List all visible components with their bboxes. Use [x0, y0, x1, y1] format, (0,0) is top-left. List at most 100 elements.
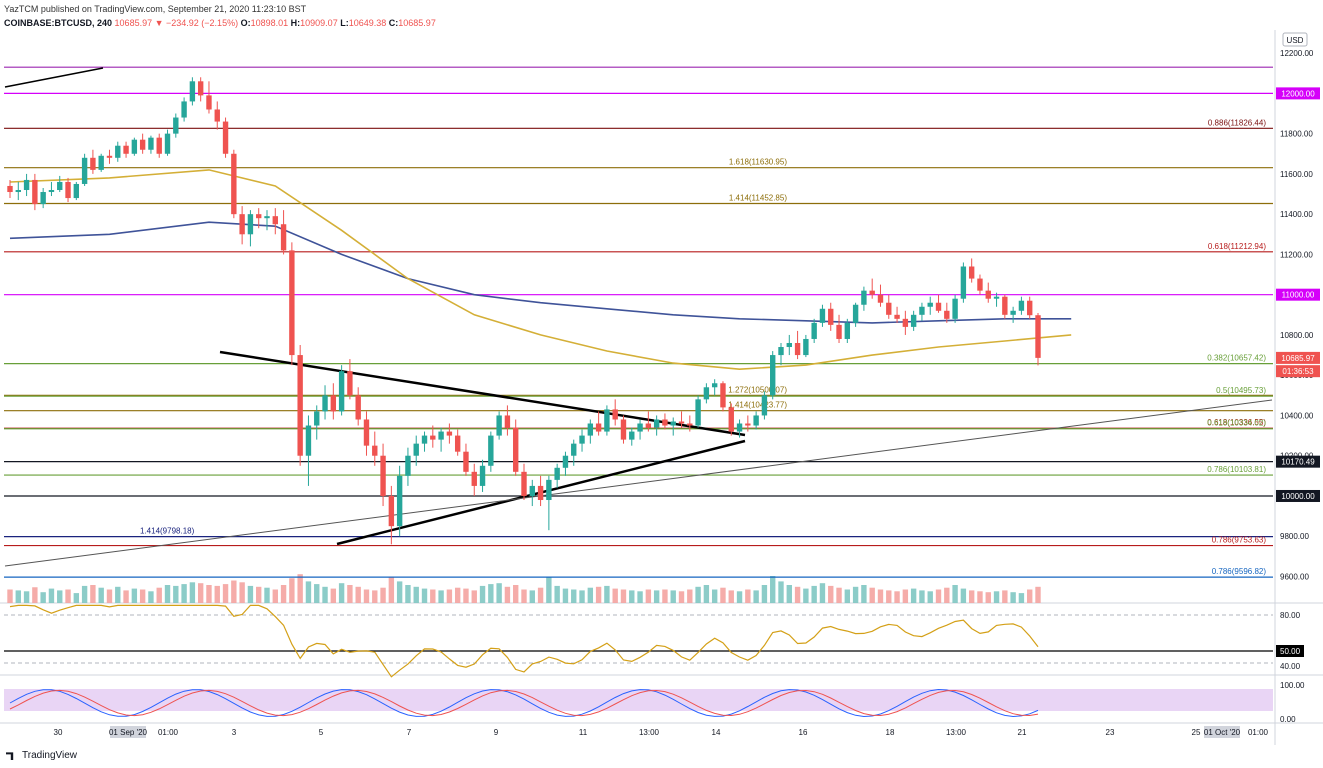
candle-body[interactable] — [537, 485, 544, 501]
candle-body[interactable] — [513, 427, 519, 472]
candle-body[interactable] — [629, 431, 635, 440]
candle-body[interactable] — [786, 342, 792, 348]
candle-body[interactable] — [405, 455, 411, 476]
candle-body[interactable] — [703, 387, 710, 400]
candle-body[interactable] — [877, 294, 884, 303]
candle-body[interactable] — [471, 471, 477, 486]
candle-body[interactable] — [164, 133, 171, 154]
candle-body[interactable] — [687, 423, 693, 426]
candle-body[interactable] — [811, 322, 817, 339]
candle-body[interactable] — [910, 314, 917, 327]
candle-body[interactable] — [562, 455, 569, 468]
candle-body[interactable] — [894, 314, 900, 319]
candle-body[interactable] — [65, 181, 71, 199]
candle-body[interactable] — [214, 109, 220, 122]
candle-body[interactable] — [421, 435, 428, 444]
candle-body[interactable] — [554, 467, 560, 480]
candle-body[interactable] — [355, 395, 361, 420]
candle-body[interactable] — [587, 423, 594, 436]
candle-body[interactable] — [32, 179, 38, 205]
candle-body[interactable] — [529, 485, 535, 496]
candle-body[interactable] — [7, 185, 13, 193]
long-support-trendline[interactable] — [4, 399, 1273, 567]
candle-body[interactable] — [968, 266, 975, 279]
candle-body[interactable] — [247, 214, 254, 235]
candle-body[interactable] — [454, 435, 461, 452]
candle-body[interactable] — [479, 465, 486, 486]
candle-body[interactable] — [852, 304, 859, 323]
candle-body[interactable] — [338, 371, 345, 412]
candle-body[interactable] — [902, 318, 909, 327]
candle-body[interactable] — [173, 117, 179, 134]
candle-body[interactable] — [861, 290, 867, 305]
candle-body[interactable] — [695, 399, 701, 426]
candle-body[interactable] — [106, 155, 113, 158]
candle-body[interactable] — [131, 139, 138, 154]
candle-body[interactable] — [148, 137, 154, 150]
tradingview-logo[interactable]: TradingView — [6, 750, 77, 761]
candle-body[interactable] — [977, 278, 983, 291]
candle-body[interactable] — [488, 435, 494, 466]
candle-body[interactable] — [23, 179, 30, 191]
candle-body[interactable] — [156, 137, 162, 154]
candle-body[interactable] — [81, 157, 88, 184]
candle-body[interactable] — [189, 81, 196, 102]
candle-body[interactable] — [372, 445, 378, 456]
candle-body[interactable] — [571, 443, 577, 456]
candle-body[interactable] — [504, 415, 511, 428]
candle-body[interactable] — [297, 355, 303, 456]
candle-body[interactable] — [612, 409, 618, 420]
candle-body[interactable] — [770, 355, 776, 396]
candle-body[interactable] — [264, 216, 270, 219]
candle-body[interactable] — [595, 423, 602, 432]
candle-body[interactable] — [40, 192, 46, 205]
candle-body[interactable] — [653, 419, 660, 428]
candle-body[interactable] — [197, 81, 204, 96]
candle-body[interactable] — [280, 224, 287, 251]
symbol-label[interactable]: COINBASE:BTCUSD, 240 — [4, 18, 113, 28]
candle-body[interactable] — [430, 435, 436, 440]
candle-body[interactable] — [803, 338, 809, 356]
candle-body[interactable] — [256, 214, 262, 219]
candle-body[interactable] — [380, 455, 386, 496]
candle-body[interactable] — [645, 423, 652, 428]
candle-body[interactable] — [98, 155, 104, 170]
candle-body[interactable] — [1010, 310, 1016, 315]
candle-body[interactable] — [778, 347, 784, 356]
candle-body[interactable] — [952, 298, 958, 319]
candle-body[interactable] — [57, 181, 63, 191]
candle-body[interactable] — [1035, 315, 1041, 358]
candle-body[interactable] — [413, 443, 419, 456]
candle-body[interactable] — [761, 395, 768, 416]
candle-body[interactable] — [711, 383, 718, 388]
candle-body[interactable] — [886, 302, 892, 315]
candle-body[interactable] — [363, 419, 370, 446]
candle-body[interactable] — [1027, 300, 1033, 316]
candle-body[interactable] — [919, 306, 925, 315]
candle-body[interactable] — [305, 425, 312, 456]
candle-body[interactable] — [48, 190, 55, 193]
candle-body[interactable] — [231, 153, 237, 215]
candle-body[interactable] — [944, 310, 950, 319]
candle-body[interactable] — [678, 421, 685, 424]
top-trendline[interactable] — [4, 67, 104, 88]
candle-body[interactable] — [985, 290, 991, 299]
candle-body[interactable] — [927, 302, 933, 307]
candle-body[interactable] — [239, 214, 245, 235]
candle-body[interactable] — [446, 431, 453, 436]
candle-body[interactable] — [670, 421, 676, 426]
candle-body[interactable] — [637, 423, 643, 432]
candle-body[interactable] — [993, 296, 1000, 299]
candle-body[interactable] — [794, 342, 801, 356]
candle-body[interactable] — [736, 423, 743, 432]
candle-body[interactable] — [579, 435, 585, 444]
candle-body[interactable] — [289, 250, 295, 356]
candle-body[interactable] — [123, 145, 129, 154]
candle-body[interactable] — [960, 266, 967, 299]
candle-body[interactable] — [396, 475, 403, 527]
candle-body[interactable] — [869, 290, 875, 295]
candle-body[interactable] — [662, 419, 668, 426]
candle-body[interactable] — [728, 407, 734, 432]
candle-body[interactable] — [745, 423, 751, 426]
